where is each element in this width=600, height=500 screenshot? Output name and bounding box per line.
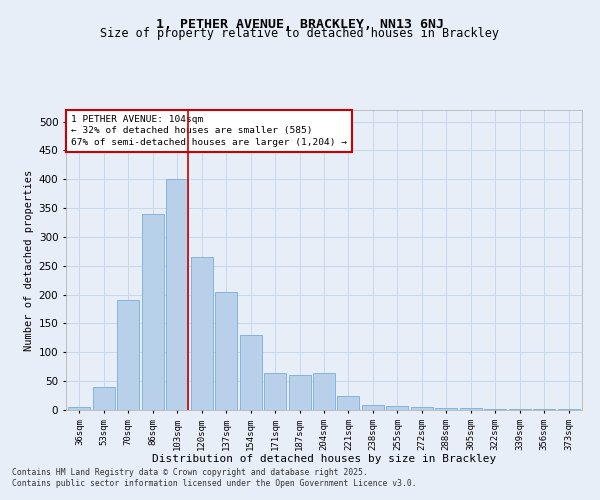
Bar [142, 214, 164, 410]
Bar [460, 408, 482, 410]
Bar [313, 372, 335, 410]
Bar [557, 409, 580, 410]
Bar [289, 376, 311, 410]
Bar [68, 407, 91, 410]
Bar [337, 396, 359, 410]
Bar [191, 257, 213, 410]
Text: Size of property relative to detached houses in Brackley: Size of property relative to detached ho… [101, 28, 499, 40]
Bar [264, 372, 286, 410]
Bar [386, 406, 409, 410]
Bar [362, 406, 384, 410]
Bar [411, 407, 433, 410]
Text: 1, PETHER AVENUE, BRACKLEY, NN13 6NJ: 1, PETHER AVENUE, BRACKLEY, NN13 6NJ [156, 18, 444, 30]
Bar [239, 335, 262, 410]
Bar [215, 292, 237, 410]
Bar [118, 300, 139, 410]
Text: 1 PETHER AVENUE: 104sqm
← 32% of detached houses are smaller (585)
67% of semi-d: 1 PETHER AVENUE: 104sqm ← 32% of detache… [71, 114, 347, 147]
Bar [484, 409, 506, 410]
Bar [166, 179, 188, 410]
Bar [435, 408, 457, 410]
Bar [93, 387, 115, 410]
X-axis label: Distribution of detached houses by size in Brackley: Distribution of detached houses by size … [152, 454, 496, 464]
Text: Contains HM Land Registry data © Crown copyright and database right 2025.
Contai: Contains HM Land Registry data © Crown c… [12, 468, 416, 487]
Y-axis label: Number of detached properties: Number of detached properties [25, 170, 34, 350]
